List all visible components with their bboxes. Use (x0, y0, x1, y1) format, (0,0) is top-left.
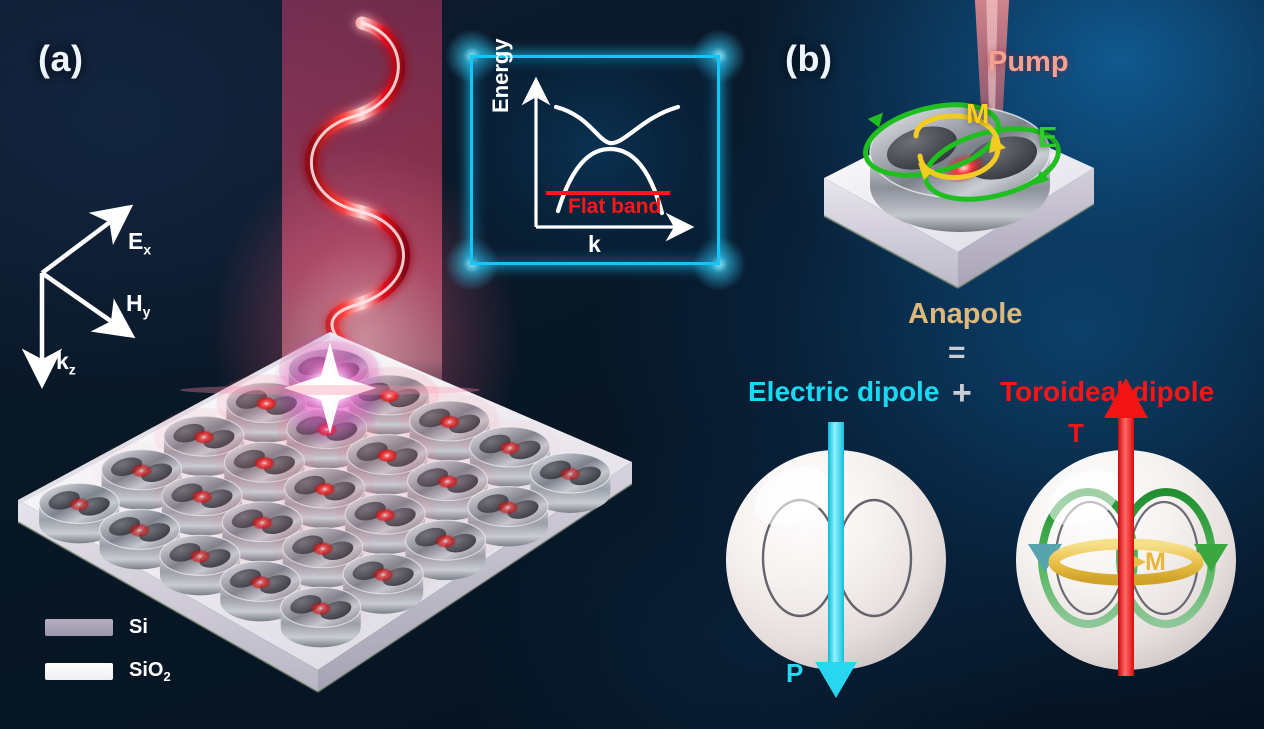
axis-label-kz: kz (56, 348, 76, 378)
coordinate-triad: Ex Hy kz (21, 188, 218, 398)
pump-label: Pump (988, 46, 1069, 78)
legend-swatch-sio2 (45, 662, 113, 680)
flat-band-annotation: Flat band (568, 195, 662, 218)
electric-field-label-b: E (1038, 122, 1058, 154)
polarization-arrow-label: P (786, 658, 804, 688)
legend-label-sio2: SiO2 (129, 658, 171, 684)
nanodisk-resonator-b (823, 102, 1095, 289)
toroidal-dipole-label: Toroideal dipole (1000, 376, 1215, 407)
nanoring-element (337, 426, 438, 495)
axis-label-hy: Hy (126, 290, 151, 320)
band-structure-inset: Energy k Flat band (444, 28, 747, 292)
nanoring-element (395, 512, 496, 581)
nanoring-element (38, 482, 120, 544)
panel-a-label: (a) (38, 38, 84, 79)
legend-item-si: Si (45, 612, 171, 642)
inset-x-axis-label: k (588, 231, 601, 257)
electric-dipole-label: Electric dipole (748, 376, 940, 407)
nanoring-element (212, 493, 313, 562)
nanoring-element (214, 434, 315, 503)
toroidal-moment-arrow-label: T (1068, 418, 1084, 448)
nanoring-element (529, 452, 611, 513)
legend-swatch-si (45, 618, 113, 636)
electric-dipole-sphere (726, 422, 946, 698)
magnetic-moment-label-td: M (1145, 548, 1166, 576)
anapole-label: Anapole (908, 298, 1023, 330)
nanoring-element (101, 449, 183, 510)
axis-label-ex: Ex (128, 228, 152, 258)
incident-wave-icon (305, 16, 410, 368)
nanoring-element (151, 467, 252, 536)
nanoring-element (335, 486, 436, 555)
emission-starburst (180, 330, 480, 446)
metasurface-array (17, 330, 633, 693)
nanoring-element (399, 392, 500, 461)
nanoring-element (159, 534, 241, 596)
legend-label-si: Si (129, 615, 148, 638)
nanoring-element (274, 460, 375, 529)
panel-b-label: (b) (785, 38, 833, 79)
nanoring-element (467, 486, 549, 547)
nanoring-element (99, 508, 181, 570)
inset-y-axis-label: Energy (488, 38, 513, 113)
plus-sign: + (952, 374, 972, 412)
equals-sign: = (948, 336, 966, 369)
magnetic-moment-label-b: M (966, 98, 990, 129)
material-legend: Si SiO2 (45, 612, 171, 700)
nanoring-element (459, 418, 560, 487)
nanoring-element (153, 408, 254, 477)
nanoring-element (280, 586, 362, 648)
nanoring-element (397, 452, 498, 521)
toroidal-dipole-sphere (1016, 378, 1236, 676)
nanoring-element (219, 560, 301, 622)
nanoring-element (333, 545, 434, 614)
band-diagram-plot (521, 76, 695, 242)
legend-item-sio2: SiO2 (45, 656, 171, 686)
nanoring-element (272, 519, 373, 588)
